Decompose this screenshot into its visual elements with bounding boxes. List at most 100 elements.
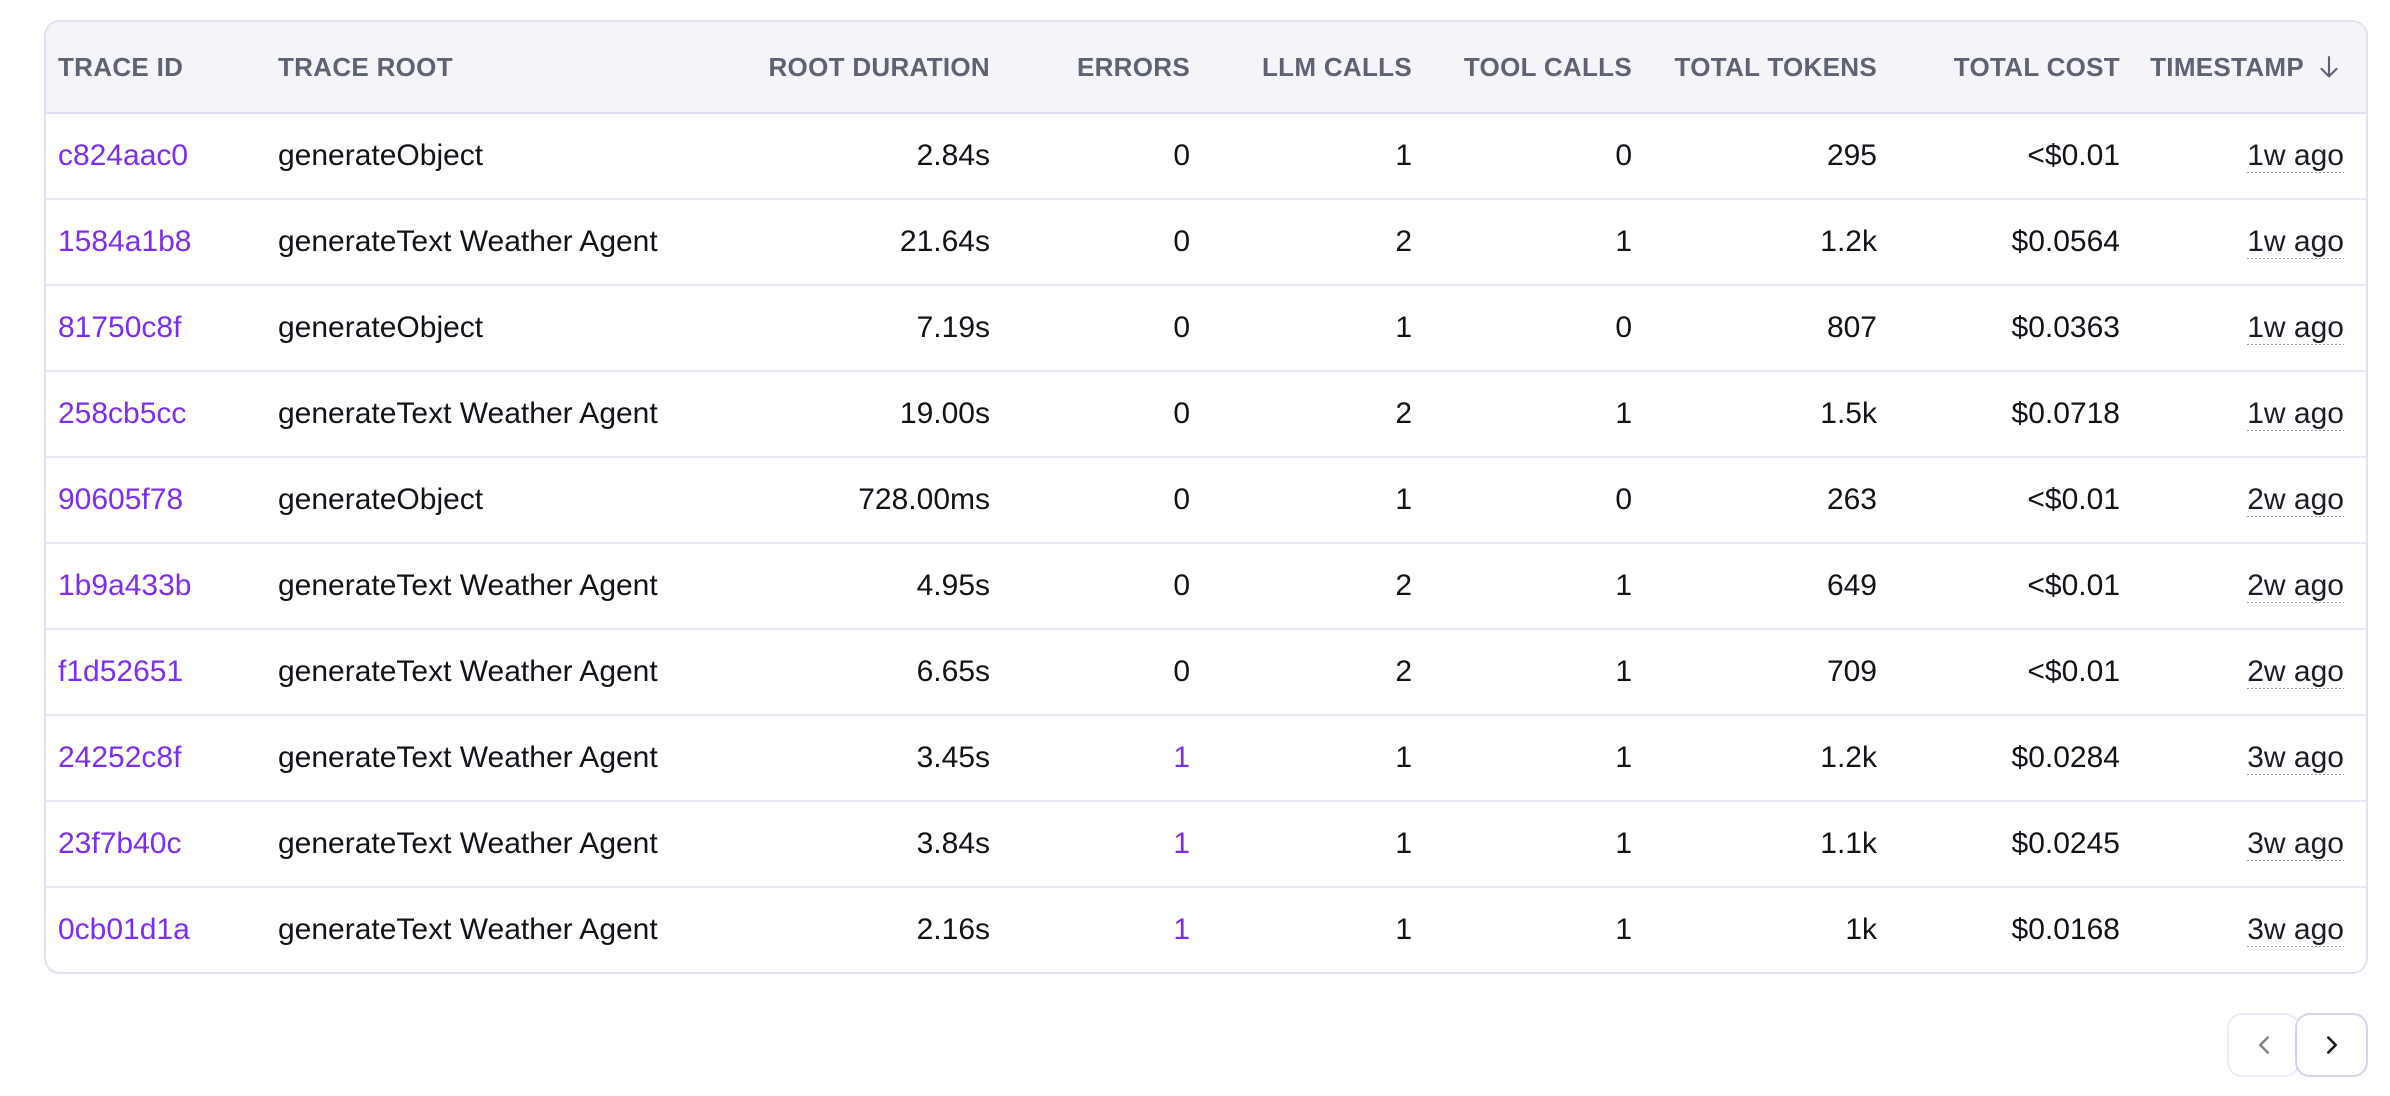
column-header-total-cost[interactable]: TOTAL COST	[1877, 52, 2120, 83]
llm-calls-cell: 1	[1395, 741, 1412, 774]
errors-cell: 0	[1173, 397, 1190, 430]
trace-id-link[interactable]: 0cb01d1a	[58, 913, 190, 946]
timestamp-value: 3w ago	[2247, 827, 2344, 860]
trace-root-cell: generateObject	[278, 139, 484, 172]
llm-calls-cell: 1	[1395, 139, 1412, 172]
errors-cell: 0	[1173, 139, 1190, 172]
trace-id-link[interactable]: 81750c8f	[58, 311, 182, 344]
timestamp-value: 2w ago	[2247, 569, 2344, 602]
table-row[interactable]: 1584a1b8 generateText Weather Agent 21.6…	[46, 200, 2366, 286]
errors-cell: 0	[1173, 569, 1190, 602]
trace-root-cell: generateText Weather Agent	[278, 569, 658, 602]
trace-root-cell: generateObject	[278, 311, 484, 344]
column-header-errors[interactable]: ERRORS	[990, 52, 1190, 83]
trace-id-link[interactable]: 90605f78	[58, 483, 184, 516]
column-header-total-tokens[interactable]: TOTAL TOKENS	[1632, 52, 1877, 83]
root-duration-cell: 6.65s	[916, 655, 990, 688]
tool-calls-cell: 0	[1615, 139, 1632, 172]
llm-calls-cell: 2	[1395, 655, 1412, 688]
table-row[interactable]: 24252c8f generateText Weather Agent 3.45…	[46, 716, 2366, 802]
total-tokens-cell: 1.5k	[1820, 397, 1877, 430]
trace-id-link[interactable]: c824aac0	[58, 139, 189, 172]
trace-root-cell: generateText Weather Agent	[278, 741, 658, 774]
column-label: TOTAL COST	[1953, 51, 2120, 82]
table-row[interactable]: f1d52651 generateText Weather Agent 6.65…	[46, 630, 2366, 716]
column-label: ROOT DURATION	[768, 51, 990, 82]
total-cost-cell: <$0.01	[2027, 569, 2120, 602]
column-label: TRACE ID	[58, 51, 184, 82]
total-cost-cell: $0.0168	[2011, 913, 2120, 946]
errors-cell: 1	[1173, 827, 1190, 860]
table-row[interactable]: 81750c8f generateObject 7.19s 0 1 0 807 …	[46, 286, 2366, 372]
table-row[interactable]: c824aac0 generateObject 2.84s 0 1 0 295 …	[46, 114, 2366, 200]
tool-calls-cell: 1	[1615, 827, 1632, 860]
trace-id-link[interactable]: 258cb5cc	[58, 397, 187, 430]
total-cost-cell: $0.0564	[2011, 225, 2120, 258]
llm-calls-cell: 1	[1395, 311, 1412, 344]
trace-root-cell: generateText Weather Agent	[278, 225, 658, 258]
errors-cell: 0	[1173, 655, 1190, 688]
table-row[interactable]: 90605f78 generateObject 728.00ms 0 1 0 2…	[46, 458, 2366, 544]
table-row[interactable]: 1b9a433b generateText Weather Agent 4.95…	[46, 544, 2366, 630]
trace-root-cell: generateText Weather Agent	[278, 397, 658, 430]
total-cost-cell: $0.0363	[2011, 311, 2120, 344]
root-duration-cell: 4.95s	[916, 569, 990, 602]
table-row[interactable]: 23f7b40c generateText Weather Agent 3.84…	[46, 802, 2366, 888]
llm-calls-cell: 2	[1395, 397, 1412, 430]
tool-calls-cell: 1	[1615, 569, 1632, 602]
total-cost-cell: <$0.01	[2027, 483, 2120, 516]
errors-cell: 1	[1173, 741, 1190, 774]
errors-cell: 1	[1173, 913, 1190, 946]
trace-id-link[interactable]: f1d52651	[58, 655, 184, 688]
chevron-left-icon	[2249, 1030, 2279, 1060]
total-tokens-cell: 649	[1826, 569, 1877, 602]
column-label: LLM CALLS	[1261, 51, 1412, 82]
table-row[interactable]: 0cb01d1a generateText Weather Agent 2.16…	[46, 888, 2366, 972]
total-tokens-cell: 295	[1826, 139, 1877, 172]
total-tokens-cell: 1.2k	[1820, 741, 1877, 774]
errors-cell: 0	[1173, 483, 1190, 516]
total-cost-cell: $0.0284	[2011, 741, 2120, 774]
pagination-next-button[interactable]	[2295, 1013, 2368, 1077]
trace-id-link[interactable]: 1584a1b8	[58, 225, 192, 258]
trace-root-cell: generateObject	[278, 483, 484, 516]
table-row[interactable]: 258cb5cc generateText Weather Agent 19.0…	[46, 372, 2366, 458]
total-tokens-cell: 1.2k	[1820, 225, 1877, 258]
pagination	[2227, 1013, 2368, 1077]
tool-calls-cell: 1	[1615, 397, 1632, 430]
column-label: TOOL CALLS	[1463, 51, 1632, 82]
timestamp-value: 3w ago	[2247, 913, 2344, 946]
timestamp-value: 1w ago	[2247, 139, 2344, 172]
total-tokens-cell: 1k	[1845, 913, 1877, 946]
trace-root-cell: generateText Weather Agent	[278, 655, 658, 688]
total-cost-cell: <$0.01	[2027, 139, 2120, 172]
root-duration-cell: 3.45s	[916, 741, 990, 774]
column-header-trace-root[interactable]: TRACE ROOT	[278, 52, 714, 83]
total-cost-cell: $0.0245	[2011, 827, 2120, 860]
llm-calls-cell: 2	[1395, 225, 1412, 258]
trace-id-link[interactable]: 24252c8f	[58, 741, 182, 774]
llm-calls-cell: 2	[1395, 569, 1412, 602]
tool-calls-cell: 1	[1615, 225, 1632, 258]
column-header-root-duration[interactable]: ROOT DURATION	[714, 52, 990, 83]
llm-calls-cell: 1	[1395, 913, 1412, 946]
sort-descending-arrow-icon	[2314, 52, 2344, 82]
column-label: ERRORS	[1076, 51, 1190, 82]
timestamp-value: 3w ago	[2247, 741, 2344, 774]
tool-calls-cell: 1	[1615, 741, 1632, 774]
column-label: TIMESTAMP	[2150, 51, 2304, 82]
column-header-tool-calls[interactable]: TOOL CALLS	[1412, 52, 1632, 83]
timestamp-value: 1w ago	[2247, 225, 2344, 258]
root-duration-cell: 2.16s	[916, 913, 990, 946]
tool-calls-cell: 1	[1615, 655, 1632, 688]
column-header-timestamp[interactable]: TIMESTAMP	[2120, 52, 2366, 83]
pagination-prev-button[interactable]	[2227, 1013, 2300, 1077]
column-header-llm-calls[interactable]: LLM CALLS	[1190, 52, 1412, 83]
root-duration-cell: 728.00ms	[858, 483, 990, 516]
root-duration-cell: 19.00s	[899, 397, 990, 430]
column-label: TRACE ROOT	[278, 51, 453, 82]
trace-id-link[interactable]: 23f7b40c	[58, 827, 182, 860]
trace-id-link[interactable]: 1b9a433b	[58, 569, 192, 602]
column-label: TOTAL TOKENS	[1674, 51, 1877, 82]
column-header-trace-id[interactable]: TRACE ID	[46, 52, 278, 83]
